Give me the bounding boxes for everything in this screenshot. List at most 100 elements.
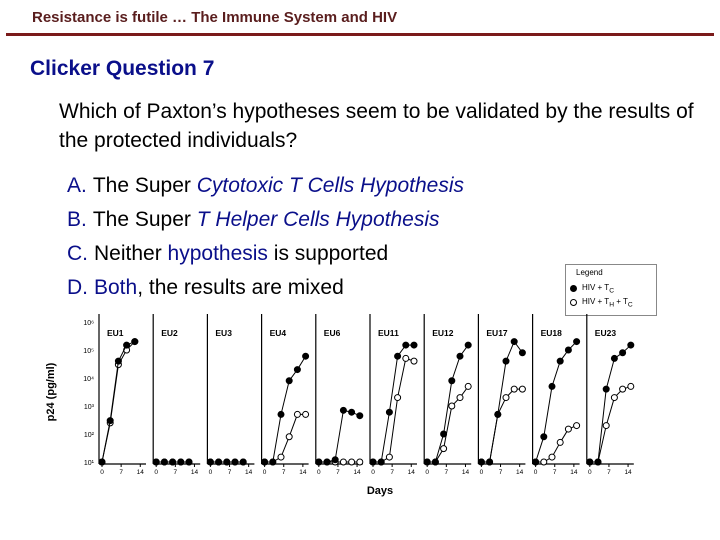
data-point-filled bbox=[502, 357, 510, 365]
data-point-filled bbox=[532, 458, 540, 466]
x-tick-label: 14 bbox=[462, 469, 470, 476]
data-point-open bbox=[293, 410, 301, 418]
data-point-filled bbox=[431, 458, 439, 466]
data-point-filled bbox=[239, 458, 247, 466]
data-point-open bbox=[394, 394, 402, 402]
x-tick-label: 7 bbox=[228, 469, 232, 476]
data-point-open bbox=[540, 458, 548, 466]
x-tick-label: 0 bbox=[534, 469, 538, 476]
data-point-open bbox=[402, 354, 410, 362]
data-point-filled bbox=[627, 341, 635, 349]
series-line-filled bbox=[318, 409, 360, 463]
x-tick-label: 7 bbox=[336, 469, 340, 476]
data-point-open bbox=[548, 453, 556, 461]
legend-row-open: HIV + TH + TC bbox=[570, 297, 633, 309]
data-point-filled bbox=[510, 338, 518, 346]
data-point-filled bbox=[152, 458, 160, 466]
legend-row-filled: HIV + TC bbox=[570, 283, 614, 295]
data-point-filled bbox=[177, 458, 185, 466]
option-highlight: T Helper Cells Hypothesis bbox=[196, 208, 440, 231]
data-point-filled bbox=[486, 458, 494, 466]
option-text-tail: , the results are mixed bbox=[137, 276, 344, 299]
data-point-filled bbox=[277, 410, 285, 418]
x-tick-label: 0 bbox=[425, 469, 429, 476]
x-tick-label: 7 bbox=[119, 469, 123, 476]
data-point-open bbox=[573, 422, 581, 430]
data-point-filled bbox=[456, 352, 464, 360]
x-tick-label: 14 bbox=[299, 469, 307, 476]
series-line-filled bbox=[535, 341, 577, 463]
x-tick-label: 14 bbox=[137, 469, 145, 476]
data-point-filled bbox=[215, 458, 223, 466]
data-point-open bbox=[464, 382, 472, 390]
data-point-filled bbox=[315, 458, 323, 466]
x-tick-label: 7 bbox=[553, 469, 557, 476]
panel-label: EU4 bbox=[270, 328, 287, 338]
panel-label: EU11 bbox=[378, 328, 399, 338]
x-tick-label: 0 bbox=[263, 469, 267, 476]
data-point-filled bbox=[369, 458, 377, 466]
x-tick-label: 7 bbox=[499, 469, 503, 476]
option-b[interactable]: B. The Super T Helper Cells Hypothesis bbox=[67, 203, 464, 237]
data-point-open bbox=[602, 422, 610, 430]
x-tick-label: 14 bbox=[245, 469, 253, 476]
option-a[interactable]: A. The Super Cytotoxic T Cells Hypothesis bbox=[67, 169, 464, 203]
option-letter: C. bbox=[67, 242, 88, 265]
data-point-filled bbox=[594, 458, 602, 466]
x-axis-label: Days bbox=[367, 485, 393, 497]
data-point-open bbox=[456, 394, 464, 402]
series-line-open bbox=[264, 413, 306, 463]
x-tick-label: 14 bbox=[516, 469, 524, 476]
panel-label: EU23 bbox=[595, 328, 617, 338]
data-point-filled bbox=[548, 382, 556, 390]
option-highlight: Both bbox=[94, 276, 138, 299]
y-axis-label: p24 (pg/ml) bbox=[45, 362, 57, 421]
data-point-filled bbox=[98, 458, 106, 466]
option-d[interactable]: D. Both, the results are mixed bbox=[67, 271, 464, 305]
option-text: The Super bbox=[92, 208, 197, 231]
x-tick-label: 14 bbox=[624, 469, 632, 476]
x-tick-label: 14 bbox=[191, 469, 199, 476]
filled-circle-icon bbox=[570, 285, 577, 293]
data-point-open bbox=[610, 394, 618, 402]
legend-label-open: HIV + TH + TC bbox=[582, 297, 633, 309]
header-title: Resistance is futile … The Immune System… bbox=[32, 9, 398, 26]
data-point-open bbox=[339, 458, 347, 466]
y-tick-label: 10³ bbox=[84, 404, 95, 411]
y-tick-label: 10² bbox=[84, 432, 95, 439]
data-point-open bbox=[502, 394, 510, 402]
data-point-filled bbox=[610, 354, 618, 362]
x-tick-label: 7 bbox=[445, 469, 449, 476]
data-point-open bbox=[448, 402, 456, 410]
data-point-filled bbox=[440, 430, 448, 438]
x-tick-label: 7 bbox=[607, 469, 611, 476]
data-point-filled bbox=[540, 433, 548, 441]
question-text: Which of Paxton’s hypotheses seem to be … bbox=[59, 100, 694, 152]
data-point-open bbox=[302, 410, 310, 418]
data-point-filled bbox=[564, 346, 572, 354]
slide-title: Clicker Question 7 bbox=[30, 57, 215, 80]
panel-label: EU2 bbox=[161, 328, 178, 338]
data-point-filled bbox=[206, 458, 214, 466]
option-highlight: Cytotoxic T Cells Hypothesis bbox=[196, 174, 464, 197]
data-point-filled bbox=[106, 417, 114, 425]
panel-label: EU12 bbox=[432, 328, 454, 338]
data-point-filled bbox=[185, 458, 193, 466]
series-line-filled bbox=[481, 340, 523, 463]
option-text: The Super bbox=[92, 174, 197, 197]
y-tick-label: 10⁶ bbox=[83, 320, 94, 327]
data-point-filled bbox=[556, 357, 564, 365]
x-tick-label: 0 bbox=[154, 469, 158, 476]
data-point-open bbox=[627, 382, 635, 390]
data-point-open bbox=[410, 357, 418, 365]
open-circle-icon bbox=[570, 299, 577, 307]
option-c[interactable]: C. Neither hypothesis is supported bbox=[67, 237, 464, 271]
header-divider bbox=[6, 33, 714, 36]
y-tick-label: 10⁴ bbox=[83, 376, 94, 383]
option-highlight: hypothesis bbox=[167, 242, 268, 265]
data-point-filled bbox=[394, 352, 402, 360]
data-point-open bbox=[619, 385, 627, 393]
data-point-open bbox=[564, 425, 572, 433]
data-point-filled bbox=[377, 458, 385, 466]
